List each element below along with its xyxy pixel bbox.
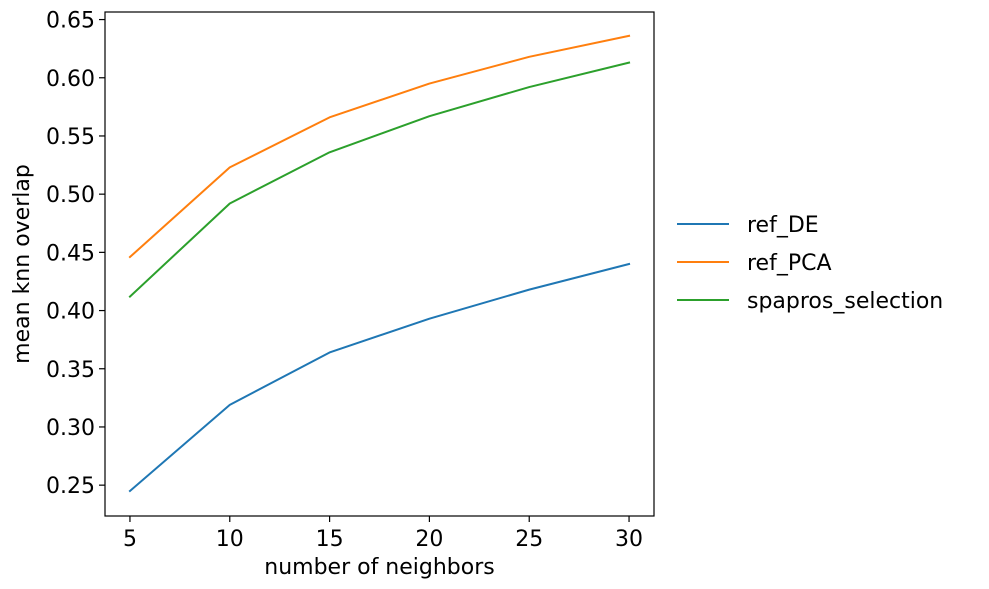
series-line-spapros-selection: [128, 61, 631, 299]
axes-frame: [104, 11, 655, 517]
series-line-ref-PCA: [128, 34, 631, 259]
x-tick-label: 10: [216, 527, 244, 552]
y-tick-label: 0.30: [46, 416, 95, 441]
x-axis: 5 10 15 20 25 30: [123, 516, 643, 552]
legend: ref_DE ref_PCA spapros_selection: [677, 213, 943, 314]
y-tick-label: 0.50: [46, 183, 95, 208]
x-axis-title: number of neighbors: [264, 555, 494, 580]
series-layer: [128, 34, 631, 493]
y-tick-label: 0.65: [46, 9, 95, 34]
x-tick-label: 30: [615, 527, 643, 552]
legend-label-spapros-selection: spapros_selection: [747, 289, 943, 314]
x-tick-label: 25: [515, 527, 543, 552]
legend-label-ref-DE: ref_DE: [747, 213, 819, 238]
x-tick-label: 20: [415, 527, 443, 552]
series-line-ref-DE: [128, 262, 631, 493]
y-tick-label: 0.45: [46, 241, 95, 266]
x-tick-label: 15: [316, 527, 344, 552]
y-tick-label: 0.35: [46, 358, 95, 383]
y-tick-label: 0.40: [46, 300, 95, 325]
y-tick-label: 0.25: [46, 474, 95, 499]
y-axis: 0.25 0.30 0.35 0.40 0.45 0.50 0.55 0.60 0.65: [46, 9, 105, 499]
y-tick-label: 0.60: [46, 67, 95, 92]
x-tick-label: 5: [123, 527, 137, 552]
legend-label-ref-PCA: ref_PCA: [747, 251, 832, 276]
y-axis-title: mean knn overlap: [10, 164, 35, 364]
y-tick-label: 0.55: [46, 125, 95, 150]
